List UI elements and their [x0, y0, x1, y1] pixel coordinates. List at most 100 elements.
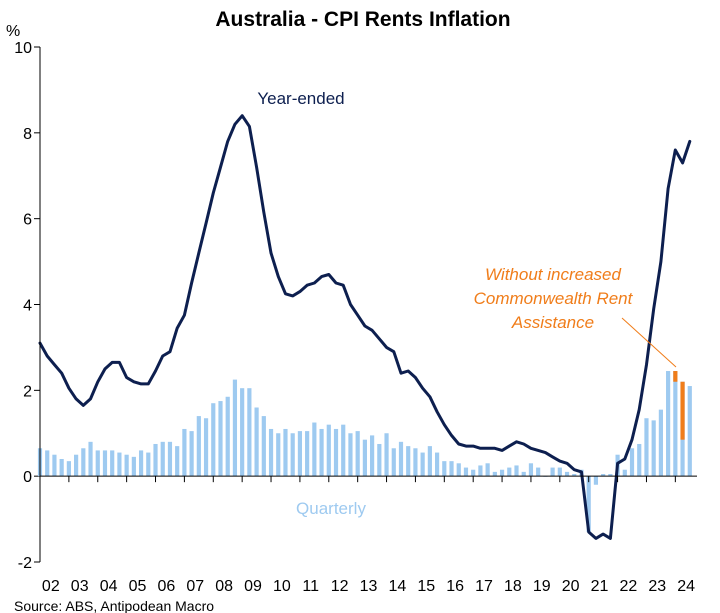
quarterly-bar — [384, 433, 389, 477]
quarterly-bar — [312, 422, 317, 477]
without-cra-segment — [673, 371, 678, 382]
x-tick-label: 20 — [562, 578, 580, 595]
x-tick-label: 23 — [648, 578, 666, 595]
quarterly-bar — [492, 471, 497, 477]
quarterly-bar — [398, 441, 404, 477]
quarterly-bar — [167, 441, 173, 477]
quarterly-bar — [622, 469, 627, 477]
quarterly-bar — [456, 463, 461, 477]
annotation-quarterly: Quarterly — [296, 499, 366, 518]
quarterly-bar — [377, 443, 382, 477]
y-tick-label: 10 — [14, 40, 32, 57]
quarterly-bar — [434, 452, 440, 477]
x-tick-label: 11 — [302, 578, 319, 595]
quarterly-bar — [160, 441, 165, 477]
quarterly-bar — [52, 454, 57, 477]
annotation-year-ended: Year-ended — [257, 89, 344, 108]
quarterly-bar — [153, 443, 158, 477]
annotation-without-cra-line-3: Assistance — [511, 313, 594, 332]
quarterly-bar — [391, 448, 396, 477]
quarterly-bar — [59, 459, 64, 477]
quarterly-bar — [290, 433, 295, 477]
quarterly-bar — [211, 403, 216, 477]
quarterly-bar — [370, 435, 375, 477]
quarterly-bar — [651, 420, 656, 477]
x-tick-label: 08 — [215, 578, 233, 595]
quarterly-bar — [406, 446, 411, 477]
quarterly-bar — [673, 371, 678, 477]
y-axis-ticks: -2 0 2 4 6 8 10 — [14, 40, 40, 572]
quarterly-bar — [66, 461, 71, 477]
quarterly-bar — [131, 456, 136, 477]
quarterly-bars — [37, 371, 692, 532]
quarterly-bar — [362, 439, 367, 477]
quarterly-bar — [550, 467, 555, 477]
quarterly-bar — [514, 465, 519, 477]
quarterly-bar — [81, 448, 86, 477]
quarterly-bar — [471, 469, 476, 477]
annotation-without-cra-line-1: Without increased — [485, 265, 621, 284]
annotation-without-cra-line-2: Commonwealth Rent — [474, 289, 634, 308]
quarterly-bar — [355, 431, 360, 477]
quarterly-bar — [189, 431, 194, 477]
quarterly-bar — [629, 448, 635, 477]
quarterly-bar — [658, 409, 663, 477]
quarterly-bar — [449, 461, 454, 477]
quarterly-bar — [528, 463, 534, 477]
annotation-leader-line — [621, 317, 677, 368]
quarterly-bar — [117, 452, 122, 477]
x-tick-label: 22 — [620, 578, 638, 595]
quarterly-bar — [225, 396, 230, 477]
y-tick-label: 2 — [23, 383, 32, 400]
x-tick-label: 09 — [244, 578, 262, 595]
quarterly-bar — [261, 416, 266, 477]
x-tick-label: 05 — [129, 578, 147, 595]
quarterly-bar — [268, 428, 274, 477]
x-axis-ticks: 02 03 04 05 06 07 08 09 10 11 12 13 14 15 16 17 18 19 20 21… — [39, 476, 695, 595]
quarterly-bar — [203, 418, 209, 477]
quarterly-bar — [536, 467, 541, 477]
quarterly-bar — [88, 441, 93, 477]
quarterly-bar — [254, 407, 259, 477]
y-axis-unit: % — [6, 23, 20, 40]
x-tick-label: 14 — [388, 578, 406, 595]
quarterly-bar — [218, 401, 223, 477]
quarterly-bar — [247, 388, 252, 477]
quarterly-bar — [341, 424, 346, 477]
quarterly-bar — [442, 461, 447, 477]
quarterly-bar — [102, 450, 108, 477]
y-tick-label: 0 — [23, 469, 32, 486]
quarterly-bar — [182, 428, 187, 477]
chart-title: Australia - CPI Rents Inflation — [215, 8, 510, 31]
quarterly-bar — [45, 450, 50, 477]
y-tick-label: 8 — [23, 126, 32, 143]
x-tick-label: 03 — [71, 578, 89, 595]
without-cra-segments — [673, 371, 685, 440]
y-tick-label: -2 — [18, 555, 32, 572]
quarterly-bar — [110, 450, 115, 477]
quarterly-bar — [593, 476, 599, 485]
x-tick-label: 02 — [42, 578, 60, 595]
x-tick-label: 07 — [186, 578, 204, 595]
y-tick-label: 6 — [23, 212, 32, 229]
quarterly-bar — [564, 471, 570, 477]
quarterly-bar — [507, 467, 512, 477]
quarterly-bar — [348, 433, 353, 477]
quarterly-bar — [521, 471, 526, 477]
quarterly-bar — [572, 474, 577, 477]
quarterly-bar — [95, 450, 100, 477]
quarterly-bar — [485, 463, 490, 477]
quarterly-bar — [146, 452, 151, 477]
quarterly-bar — [319, 428, 324, 477]
quarterly-bar — [608, 474, 613, 477]
quarterly-bar — [74, 454, 79, 477]
x-tick-label: 18 — [504, 578, 522, 595]
quarterly-bar — [333, 428, 339, 477]
quarterly-bar — [557, 467, 562, 477]
x-tick-label: 24 — [677, 578, 695, 595]
quarterly-bar — [601, 474, 606, 477]
source-note: Source: ABS, Antipodean Macro — [14, 598, 214, 613]
quarterly-bar — [463, 467, 469, 477]
x-tick-label: 10 — [273, 578, 291, 595]
